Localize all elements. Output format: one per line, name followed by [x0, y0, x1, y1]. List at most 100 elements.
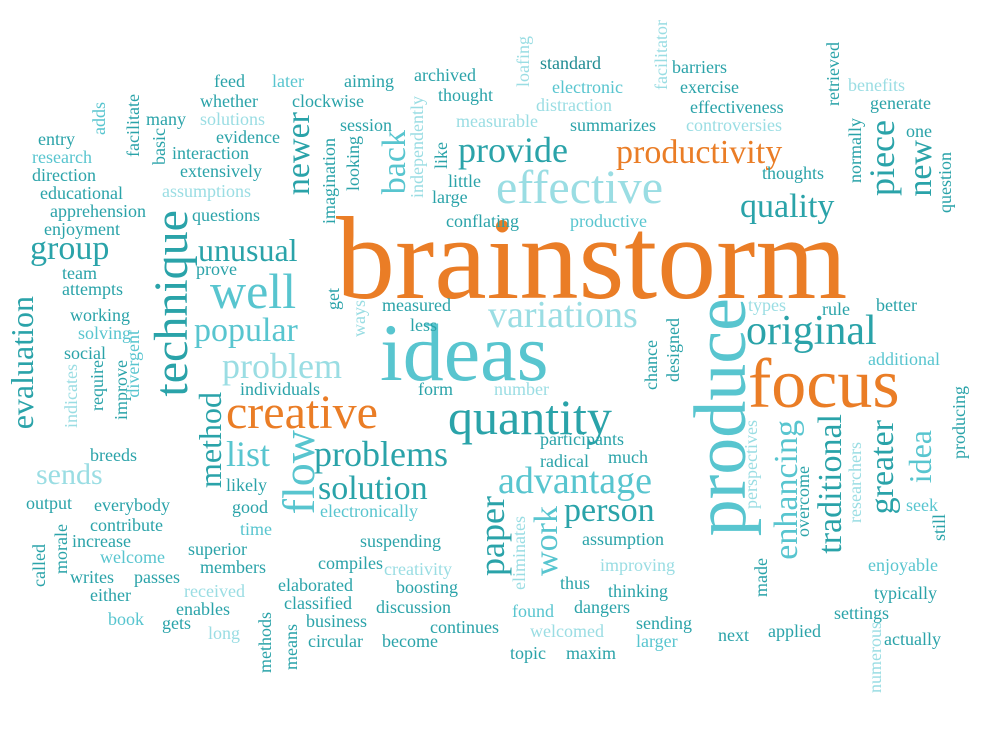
word-indicates: indicates	[61, 364, 81, 428]
word-research: research	[32, 147, 92, 167]
word-superior: superior	[188, 539, 247, 559]
word-become: become	[382, 631, 438, 651]
word-means: means	[281, 624, 301, 670]
word-ideas: ideas	[380, 307, 549, 398]
word-new: new	[902, 140, 939, 197]
word-elaborated: elaborated	[278, 575, 353, 595]
word-session: session	[340, 115, 393, 135]
word-productive: productive	[570, 211, 647, 231]
word-thoughts: thoughts	[762, 163, 825, 183]
word-ways: ways	[349, 300, 369, 337]
word-larger: larger	[636, 631, 678, 651]
word-creative: creative	[226, 386, 378, 439]
word-chance: chance	[641, 340, 661, 390]
word-enjoyable: enjoyable	[868, 555, 938, 575]
word-generate: generate	[870, 93, 931, 113]
word-designed: designed	[663, 318, 683, 382]
word-list: list	[226, 434, 271, 474]
word-likely: likely	[226, 475, 267, 495]
word-topic: topic	[510, 643, 546, 663]
word-group: group	[30, 230, 110, 267]
word-standard: standard	[540, 53, 601, 73]
word-methods: methods	[255, 612, 275, 673]
word-researchers: researchers	[845, 442, 865, 523]
word-improving: improving	[600, 555, 675, 575]
word-settings: settings	[834, 603, 890, 623]
word-productivity: productivity	[616, 134, 783, 171]
word-eliminates: eliminates	[509, 516, 529, 590]
word-large: large	[432, 187, 468, 207]
word-received: received	[184, 581, 245, 601]
word-maxim: maxim	[566, 643, 616, 663]
word-direction: direction	[32, 165, 96, 185]
word-greater: greater	[864, 420, 901, 515]
word-problems: problems	[314, 434, 448, 474]
word-less: less	[410, 315, 437, 335]
word-imagination: imagination	[319, 138, 339, 224]
word-everybody: everybody	[94, 495, 170, 515]
word-apprehension: apprehension	[50, 201, 146, 221]
word-flow: flow	[273, 430, 324, 515]
word-work: work	[528, 506, 565, 576]
word-welcome: welcome	[100, 547, 165, 567]
word-clockwise: clockwise	[292, 91, 364, 111]
word-measured: measured	[382, 295, 451, 315]
word-effective: effective	[496, 161, 663, 214]
word-provide: provide	[458, 130, 568, 170]
word-types: types	[748, 295, 786, 315]
word-called: called	[29, 544, 49, 587]
word-retrieved: retrieved	[823, 42, 843, 106]
word-found: found	[512, 601, 554, 621]
word-morale: morale	[51, 524, 71, 574]
word-divergent: divergent	[123, 330, 143, 398]
word-sending: sending	[636, 613, 692, 633]
word-passes: passes	[134, 567, 180, 587]
word-variations: variations	[488, 294, 638, 336]
word-educational: educational	[40, 183, 123, 203]
word-summarizes: summarizes	[570, 115, 656, 135]
word-aiming: aiming	[344, 71, 394, 91]
word-later: later	[272, 71, 304, 91]
word-long: long	[208, 623, 241, 643]
word-form: form	[418, 379, 453, 399]
word-team: team	[62, 263, 97, 283]
word-either: either	[90, 585, 131, 605]
word-exercise: exercise	[680, 77, 739, 97]
word-one: one	[906, 121, 932, 141]
word-assumptions: assumptions	[162, 181, 252, 201]
word-rule: rule	[822, 299, 850, 319]
word-next: next	[718, 625, 749, 645]
word-thinking: thinking	[608, 581, 669, 601]
word-electronic: electronic	[552, 77, 623, 97]
word-conflating: conflating	[446, 211, 519, 231]
word-feed: feed	[214, 71, 245, 91]
word-creativity: creativity	[384, 559, 452, 579]
word-quality: quality	[740, 188, 835, 225]
word-loafing: loafing	[513, 36, 533, 87]
word-typically: typically	[874, 583, 937, 603]
word-business: business	[306, 611, 368, 631]
word-method: method	[192, 392, 228, 488]
word-questions: questions	[192, 205, 261, 225]
word-barriers: barriers	[672, 57, 727, 77]
word-technique: technique	[145, 210, 198, 397]
word-producing: producing	[949, 386, 969, 459]
word-solution: solution	[318, 470, 428, 507]
word-little: little	[448, 171, 481, 191]
word-many: many	[146, 109, 186, 129]
word-continues: continues	[430, 617, 499, 637]
word-like: like	[431, 142, 451, 169]
word-enables: enables	[176, 599, 230, 619]
word-benefits: benefits	[848, 75, 905, 95]
word-prove: prove	[196, 259, 237, 279]
word-newer: newer	[280, 112, 317, 196]
word-facilitate: facilitate	[123, 94, 143, 157]
word-thought: thought	[438, 85, 494, 105]
word-question: question	[935, 152, 955, 213]
word-classified: classified	[284, 593, 352, 613]
word-measurable: measurable	[456, 111, 538, 131]
word-well: well	[210, 263, 297, 319]
word-overcome: overcome	[793, 466, 813, 537]
word-independently: independently	[407, 96, 427, 198]
word-made: made	[751, 558, 771, 597]
